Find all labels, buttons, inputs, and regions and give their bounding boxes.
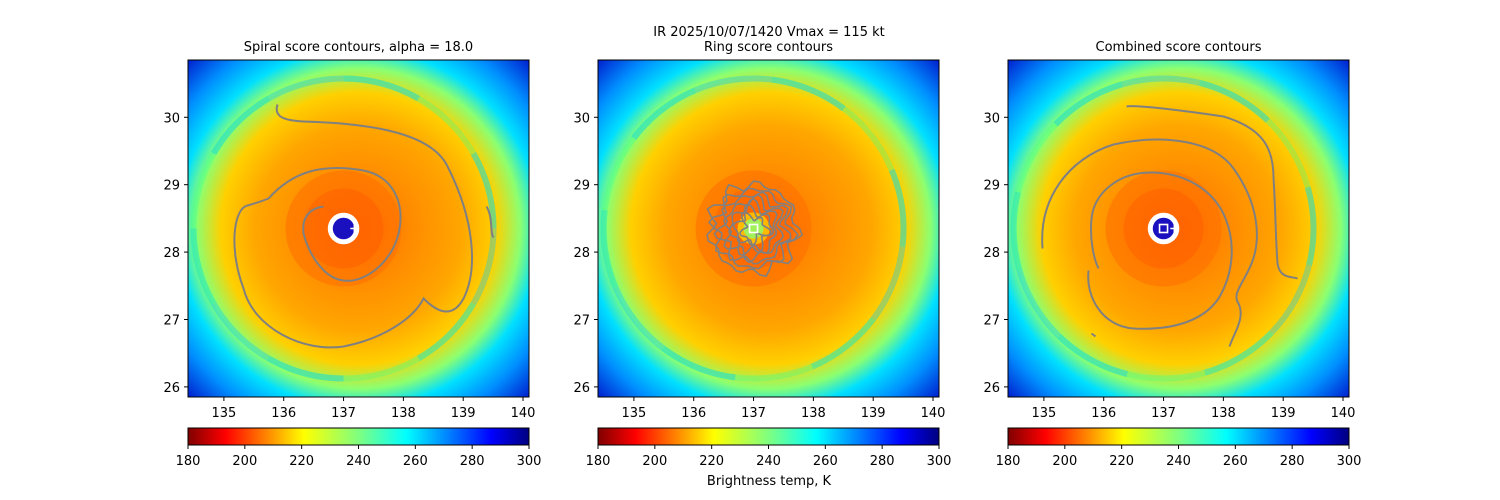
x-tick-label: 137: [331, 406, 356, 421]
colorbar-tick-label: 240: [1166, 454, 1191, 469]
x-tick-label: 140: [511, 406, 536, 421]
x-tick-label: 139: [861, 406, 886, 421]
colorbar: [1007, 427, 1350, 446]
y-tick-label: 28: [983, 246, 1000, 261]
colorbar-tick-label: 280: [870, 454, 895, 469]
colorbar-tick-label: 280: [460, 454, 485, 469]
axes-frame: [187, 59, 530, 398]
panel-title: Spiral score contours, alpha = 18.0: [244, 40, 473, 55]
y-tick-label: 29: [573, 179, 590, 194]
ir-image: [1008, 60, 1349, 397]
x-tick-label: 135: [1031, 406, 1056, 421]
x-tick-label: 135: [621, 406, 646, 421]
colorbar-tick-label: 220: [289, 454, 314, 469]
x-tick-label: 137: [741, 406, 766, 421]
eye: [332, 217, 355, 240]
x-tick-label: 136: [271, 406, 296, 421]
x-tick-label: 138: [1211, 406, 1236, 421]
colorbar-tick-label: 260: [1223, 454, 1248, 469]
y-tick-label: 28: [573, 246, 590, 261]
score-contours: [1041, 105, 1298, 347]
y-tick-label: 30: [163, 111, 180, 126]
score-contours: [233, 104, 495, 349]
colorbar-tick-label: 240: [346, 454, 371, 469]
panel-2: Ring score contours 135 136 137 138 139 140 26 2…: [573, 40, 952, 469]
colorbar-tick-label: 180: [176, 454, 201, 469]
y-tick-label: 29: [163, 179, 180, 194]
colorbar-tick-label: 180: [996, 454, 1021, 469]
center-plus-marker: [1170, 224, 1179, 233]
y-tick-label: 26: [573, 381, 590, 396]
y-tick-label: 27: [573, 313, 590, 328]
x-tick-label: 137: [1151, 406, 1176, 421]
colorbar-tick-label: 220: [1109, 454, 1134, 469]
center-square-marker: [748, 223, 759, 234]
colorbar: [187, 427, 530, 446]
y-tick-label: 26: [983, 381, 1000, 396]
axes-frame: [597, 59, 940, 398]
x-tick-label: 140: [921, 406, 946, 421]
colorbar-tick-label: 260: [403, 454, 428, 469]
score-contours: [706, 180, 803, 278]
x-tick-label: 140: [1331, 406, 1356, 421]
colorbar-tick-label: 300: [1337, 454, 1362, 469]
colorbar: [597, 427, 940, 446]
colorbar-tick-label: 300: [517, 454, 542, 469]
center-square-marker: [1158, 223, 1169, 234]
colorbar-tick-label: 280: [1280, 454, 1305, 469]
colorbar-tick-label: 260: [813, 454, 838, 469]
y-tick-label: 27: [163, 313, 180, 328]
x-tick-label: 139: [451, 406, 476, 421]
x-tick-label: 136: [1091, 406, 1116, 421]
panel-title: Ring score contours: [704, 40, 833, 55]
y-tick-label: 30: [573, 111, 590, 126]
y-tick-label: 30: [983, 111, 1000, 126]
colorbar-tick-label: 300: [927, 454, 952, 469]
panel-3: Combined score contours 135 136 137 138 139 14…: [983, 40, 1362, 469]
y-tick-label: 26: [163, 381, 180, 396]
colorbar-tick-label: 200: [642, 454, 667, 469]
ring-contours: [706, 180, 803, 278]
ir-image: [188, 60, 529, 397]
colorbar-label: Brightness temp, K: [707, 474, 832, 489]
figure-suptitle: IR 2025/10/07/1420 Vmax = 115 kt: [653, 25, 884, 40]
x-tick-label: 135: [211, 406, 236, 421]
colorbar-tick-label: 200: [1052, 454, 1077, 469]
colorbar-tick-label: 200: [232, 454, 257, 469]
x-tick-label: 136: [681, 406, 706, 421]
y-tick-label: 28: [163, 246, 180, 261]
center-plus-marker: [350, 224, 359, 233]
y-tick-label: 27: [983, 313, 1000, 328]
panel-1: Spiral score contours, alpha = 18.0 135 13…: [163, 40, 542, 469]
axes-frame: [1007, 59, 1350, 398]
ir-image: [598, 60, 939, 397]
colorbar-tick-label: 220: [699, 454, 724, 469]
x-tick-label: 138: [801, 406, 826, 421]
x-tick-label: 138: [391, 406, 416, 421]
panel-title: Combined score contours: [1096, 40, 1262, 55]
colorbar-tick-label: 180: [586, 454, 611, 469]
y-tick-label: 29: [983, 179, 1000, 194]
eye: [1152, 217, 1175, 240]
x-tick-label: 139: [1271, 406, 1296, 421]
colorbar-tick-label: 240: [756, 454, 781, 469]
